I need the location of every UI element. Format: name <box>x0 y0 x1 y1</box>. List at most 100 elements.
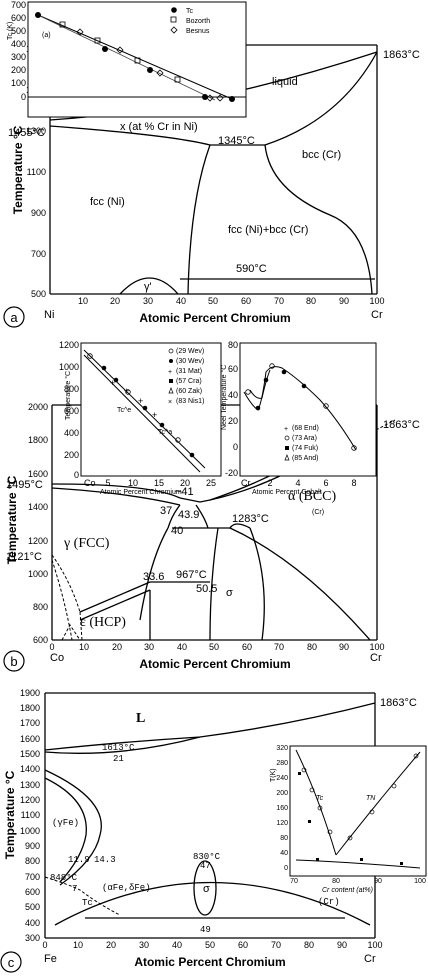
a-inset-ytick: 0 <box>21 92 26 102</box>
c-label-1613: 1613°C <box>102 743 135 753</box>
c-inset-xtick: 90 <box>374 878 382 885</box>
b-inset-right-xtick: 4 <box>295 478 300 488</box>
c-inset-ylabel: T(K) <box>270 768 277 782</box>
a-inset-point <box>76 28 84 36</box>
b-label-505: 50.5 <box>196 583 217 595</box>
b-y-label: Temperature °C <box>5 475 19 564</box>
b-inset-left-point <box>113 377 119 383</box>
c-inset-point <box>309 787 315 793</box>
b-inset-left-fit-2 <box>83 354 201 473</box>
b-xtick: 10 <box>79 642 89 652</box>
b-inset-right-legend: (68 End) (73 Ara) (74 Fuk) (85 And) + <box>284 425 319 462</box>
b-inset-left-plus: + <box>152 410 157 420</box>
b-solidus-left <box>51 487 181 506</box>
b-inset-right-point <box>281 369 287 375</box>
a-inset-ytick: 700 <box>11 0 26 10</box>
b-xtick: 20 <box>112 642 122 652</box>
c-xtick: 50 <box>205 940 215 950</box>
b-ytick: 800 <box>33 602 48 612</box>
b-inset-right-xtick: 6 <box>323 478 328 488</box>
c-y-ticks: 300 400 500 600 700 800 900 1000 1100 12… <box>20 688 40 943</box>
a-inset-point <box>202 94 208 100</box>
b-inset-right-ytick: 20 <box>228 416 238 426</box>
a-inset-ytick: 100 <box>11 78 26 88</box>
b-inset-left-plus: + <box>138 396 143 406</box>
c-inset-tn-label: TN <box>366 795 376 802</box>
a-y-label: Temperature °C <box>11 125 25 214</box>
a-inset-ytick: 200 <box>11 65 26 75</box>
b-inset-left-point <box>87 353 93 359</box>
c-inset-baseline <box>295 859 421 869</box>
b-inset-right-curve-2 <box>249 369 271 399</box>
c-ytick: 600 <box>25 887 40 897</box>
c-ytick: 1800 <box>20 703 40 713</box>
b-inset-left-plus: + <box>124 386 129 396</box>
a-inset-legend-marker <box>171 7 177 13</box>
b-label-eps: ε (HCP) <box>80 615 126 630</box>
c-inset-point <box>298 772 301 775</box>
a-xtick: 100 <box>369 296 384 306</box>
b-inset-left-xtick: 20 <box>180 478 190 488</box>
a-ytick: 700 <box>31 249 46 259</box>
c-ytick: 300 <box>25 933 40 943</box>
c-x-end: Cr <box>364 953 376 965</box>
b-labels: 1863°C 1495°C 1121°C 1283°C 967°C ~41 37… <box>6 419 420 630</box>
c-inset-xlabel: Cr content (at%) <box>322 887 373 894</box>
a-ytick: 1300 <box>26 126 46 136</box>
b-inset-right-ytick: 0 <box>233 442 238 452</box>
c-inset-point <box>301 767 307 773</box>
b-label-cr: (Cr) <box>312 509 324 516</box>
b-inset-right-xstart: Cr <box>241 478 251 488</box>
c-liquidus <box>44 702 376 751</box>
c-labels: 1863°C L 1613°C 21 (γFe) 11.9 14.3 848°C… <box>50 697 417 935</box>
b-inset-left-point <box>125 389 131 395</box>
c-inset-xtick: 80 <box>332 878 340 885</box>
b-eutectic <box>179 497 211 503</box>
a-inset-point <box>229 96 235 102</box>
c-label-sigma: σ <box>203 883 210 895</box>
a-inset-ytick: 600 <box>11 13 26 23</box>
c-inset-ytick: 40 <box>280 850 288 857</box>
b-inset-left-xtick: 15 <box>154 478 164 488</box>
a-inset-point <box>116 46 124 54</box>
b-inset-left-point <box>142 405 148 411</box>
b-inset-left-frame <box>80 342 222 477</box>
b-x-label: Atomic Percent Chromium <box>139 657 290 671</box>
b-inset-right-legend-marker <box>284 454 290 461</box>
a-inset-point <box>59 21 66 28</box>
b-label-439: 43.9 <box>178 509 199 521</box>
b-label-1863: 1863°C <box>383 419 420 431</box>
b-inset-right-point <box>269 363 275 369</box>
b-inset-right-ylabel: Neel Temperature °C <box>220 365 228 430</box>
b-inset-left-xstart: Co <box>84 478 96 488</box>
a-inset-point <box>134 57 141 64</box>
c-label-830: 830°C <box>193 852 221 862</box>
a-xtick: 40 <box>176 296 186 306</box>
b-liquidus-left <box>51 483 181 499</box>
c-x-label: Atomic Percent Chromium <box>134 955 285 969</box>
b-inset-right-frame <box>239 342 377 477</box>
c-inset-xtick: 100 <box>414 878 426 885</box>
c-panel-letter-circle <box>0 951 22 973</box>
b-ytick: 600 <box>33 635 48 645</box>
c-ytick: 1600 <box>20 734 40 744</box>
b-inset-right-point <box>245 389 251 395</box>
a-inset-point <box>174 76 181 83</box>
a-label-fcc: fcc (Ni) <box>90 196 125 208</box>
a-inset-point <box>216 94 224 102</box>
b-ytick: 1800 <box>28 435 48 445</box>
c-label-cr: (Cr) <box>318 897 340 907</box>
c-inset: T(K) 320 280 240 200 160 120 80 40 0 70 … <box>270 745 427 894</box>
a-label-gamma-prime: γ' <box>144 281 152 293</box>
a-label-liquid: liquid <box>272 76 298 88</box>
a-inset-point <box>147 67 153 73</box>
b-inset-left-xtick: 5 <box>105 478 110 488</box>
b-label-sigma: σ <box>226 587 233 599</box>
a-inset-point <box>35 12 41 18</box>
b-inset-left-ylabel: Temperature °C <box>64 371 72 420</box>
c-label-21: 21 <box>113 754 124 764</box>
c-sigma-dome <box>54 881 371 926</box>
b-label-1121: 1121°C <box>6 551 42 563</box>
c-label-47: 47 <box>200 861 211 871</box>
c-inset-ytick: 320 <box>276 745 288 752</box>
